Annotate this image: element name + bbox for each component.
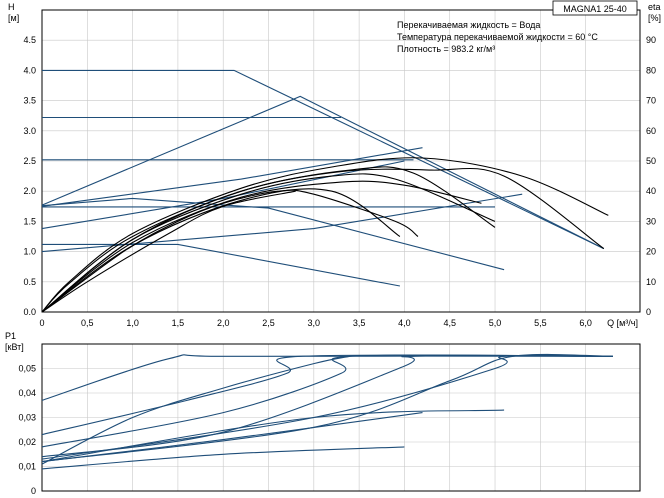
x-axis-title: Q [м³/ч]	[607, 318, 638, 328]
y-tick-label: 4.0	[23, 65, 36, 75]
y2-tick-label: 90	[646, 35, 656, 45]
power-curve-2	[41, 354, 613, 436]
efficiency-curve-11	[41, 157, 609, 313]
head-curve-9	[41, 193, 523, 253]
x-tick-label: 3,5	[353, 318, 366, 328]
y-tick-label: 0,02	[18, 437, 36, 447]
y2-tick-label: 80	[646, 65, 656, 75]
info-line: Плотность = 983.2 кг/м³	[397, 44, 495, 54]
y-axis-unit: [м]	[8, 13, 19, 23]
efficiency-curve-14	[41, 173, 496, 313]
y-axis-title: H	[8, 2, 15, 12]
power-curve-6	[41, 353, 613, 463]
chart-title: MAGNA1 25-40	[563, 4, 627, 14]
x-tick-label: 5,5	[534, 318, 547, 328]
head-curve-6	[41, 147, 423, 207]
power-curve-10	[41, 412, 423, 463]
info-line: Температура перекачиваемой жидкости = 60…	[397, 32, 598, 42]
y2-tick-label: 50	[646, 156, 656, 166]
y-tick-label: 0.0	[23, 307, 36, 317]
power-curve-4	[41, 354, 613, 458]
x-tick-label: 2,0	[217, 318, 230, 328]
y-tick-label: 0,03	[18, 413, 36, 423]
y2-tick-label: 20	[646, 247, 656, 257]
y-tick-label: 0	[31, 486, 36, 496]
efficiency-curve-15	[41, 180, 482, 313]
head-curve-2	[41, 95, 605, 250]
y-tick-label: 0,05	[18, 364, 36, 374]
head-curve-7	[41, 160, 405, 230]
y2-tick-label: 40	[646, 186, 656, 196]
x-tick-label: 0,5	[81, 318, 94, 328]
y-axis-title: P1	[5, 331, 16, 341]
x-tick-label: 0	[39, 318, 44, 328]
power-curve-1	[41, 354, 613, 401]
y-tick-label: 0,04	[18, 388, 36, 398]
power-curve-8	[41, 409, 505, 463]
y-tick-label: 0,01	[18, 462, 36, 472]
y2-tick-label: 0	[646, 307, 651, 317]
plot-frame	[41, 343, 641, 492]
x-tick-label: 4,5	[443, 318, 456, 328]
title-box	[552, 0, 638, 16]
y2-tick-label: 60	[646, 126, 656, 136]
y-tick-label: 3.0	[23, 126, 36, 136]
power-curve-9	[41, 446, 405, 470]
y-tick-label: 3.5	[23, 96, 36, 106]
efficiency-curve-16	[41, 188, 401, 313]
efficiency-curve-18	[41, 190, 296, 313]
power-curve-7	[41, 355, 351, 465]
y2-tick-label: 10	[646, 277, 656, 287]
x-tick-label: 1,5	[172, 318, 185, 328]
y-tick-label: 0.5	[23, 277, 36, 287]
head-curve-10	[42, 243, 401, 287]
efficiency-curve-17	[41, 189, 419, 313]
info-line: Перекачиваемая жидкость = Вода	[397, 20, 540, 30]
y-tick-label: 1.0	[23, 247, 36, 257]
y-tick-label: 2.0	[23, 186, 36, 196]
x-tick-label: 1,0	[126, 318, 139, 328]
y2-tick-label: 30	[646, 216, 656, 226]
y2-tick-label: 70	[646, 96, 656, 106]
y-tick-label: 4.5	[23, 35, 36, 45]
y-axis-unit: [кВт]	[5, 342, 24, 352]
x-tick-label: 4,0	[398, 318, 411, 328]
y2-axis-title: eta	[648, 2, 661, 12]
plot-frame	[41, 9, 641, 313]
x-tick-label: 3,0	[308, 318, 321, 328]
x-tick-label: 5,0	[489, 318, 502, 328]
x-tick-label: 6,0	[579, 318, 592, 328]
y2-axis-unit: [%]	[648, 13, 661, 23]
y-tick-label: 2.5	[23, 156, 36, 166]
y-tick-label: 1.5	[23, 216, 36, 226]
x-tick-label: 2,5	[262, 318, 275, 328]
head-curve-1	[42, 69, 605, 250]
